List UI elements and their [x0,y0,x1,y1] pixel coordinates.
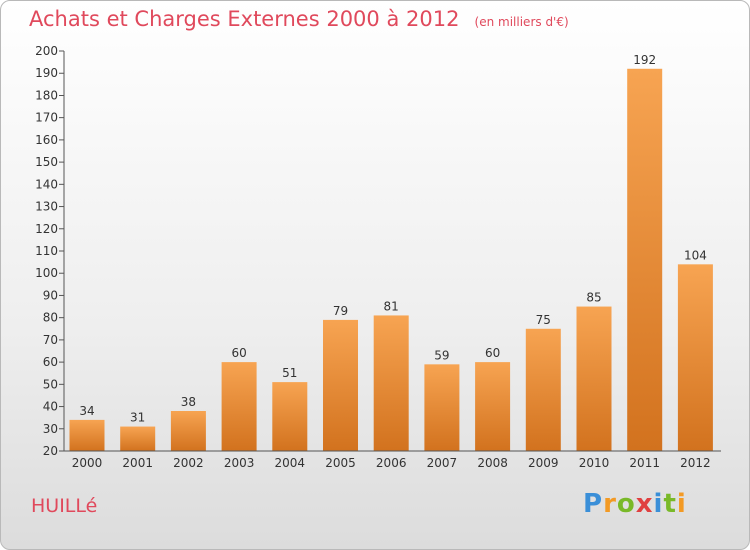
bar-value-label: 192 [633,53,656,67]
x-tick-label: 2000 [72,456,103,470]
brand-logo: Proxiti [583,489,687,519]
bar-value-label: 31 [130,411,145,425]
bar-value-label: 104 [684,248,707,262]
brand-letter: r [603,489,617,519]
chart-title: Achats et Charges Externes 2000 à 2012 [29,7,460,31]
bar-value-label: 85 [586,291,601,305]
bar-value-label: 38 [181,395,196,409]
y-tick-label: 70 [43,333,58,347]
x-tick-label: 2011 [629,456,660,470]
y-tick-label: 130 [35,200,58,214]
title-line: Achats et Charges Externes 2000 à 2012 (… [29,7,569,31]
brand-letter: i [676,489,687,519]
x-tick-label: 2003 [224,456,255,470]
x-tick-label: 2008 [477,456,508,470]
y-tick-label: 160 [35,133,58,147]
x-tick-label: 2010 [579,456,610,470]
brand-letter: i [653,489,664,519]
y-tick-label: 50 [43,377,58,391]
bar-value-label: 60 [485,346,500,360]
bar-value-label: 81 [384,299,399,313]
bar [373,315,409,451]
bar-value-label: 34 [79,404,94,418]
x-axis: 2000 2001 2002 2003 2004 2005 2006 2007 2008 2009… [64,450,721,470]
bar-value-label: 75 [536,313,551,327]
bar [323,319,358,451]
bar [272,382,308,451]
location-label: HUILLé [31,495,98,517]
y-tick-label: 40 [43,400,58,414]
bar [170,411,206,451]
y-tick-label: 150 [35,155,58,169]
brand-letter: t [663,489,677,519]
bar [120,426,156,451]
x-tick-label: 2009 [528,456,559,470]
y-tick-label: 170 [35,111,58,125]
brand-letter: P [583,489,604,519]
y-tick-label: 90 [43,288,58,302]
chart-subtitle: (en milliers d'€) [474,15,569,29]
y-tick-label: 20 [43,444,58,458]
y-tick-label: 80 [43,311,58,325]
bar [525,328,561,451]
y-axis: 20 30 40 50 60 70 80 90 100 110 120 130 140 150 160 170… [35,44,65,458]
y-tick-label: 180 [35,88,58,102]
y-tick-label: 140 [35,177,58,191]
bar [221,362,257,451]
brand-letter: x [635,489,654,519]
bar-value-label: 51 [282,366,297,380]
bar [627,68,663,452]
x-tick-label: 2012 [680,456,711,470]
y-tick-label: 110 [35,244,58,258]
bar-value-label: 59 [434,348,449,362]
x-tick-label: 2006 [376,456,407,470]
x-tick-label: 2005 [325,456,356,470]
bars: 34 31 38 60 51 79 81 59 60 75 85 192 104 [69,53,713,452]
y-tick-label: 100 [35,266,58,280]
y-tick-label: 60 [43,355,58,369]
bar-value-label: 79 [333,304,348,318]
bar [69,419,105,451]
bar [576,306,612,451]
y-tick-label: 120 [35,222,58,236]
bar-value-label: 60 [231,346,246,360]
y-tick-label: 30 [43,422,58,436]
x-tick-label: 2001 [122,456,153,470]
brand-letter: o [616,489,636,519]
x-tick-label: 2007 [427,456,458,470]
x-tick-label: 2002 [173,456,204,470]
bar [475,362,511,451]
bar [677,264,713,451]
x-tick-label: 2004 [275,456,306,470]
y-tick-label: 190 [35,66,58,80]
bar [424,364,460,451]
y-tick-label: 200 [35,44,58,58]
